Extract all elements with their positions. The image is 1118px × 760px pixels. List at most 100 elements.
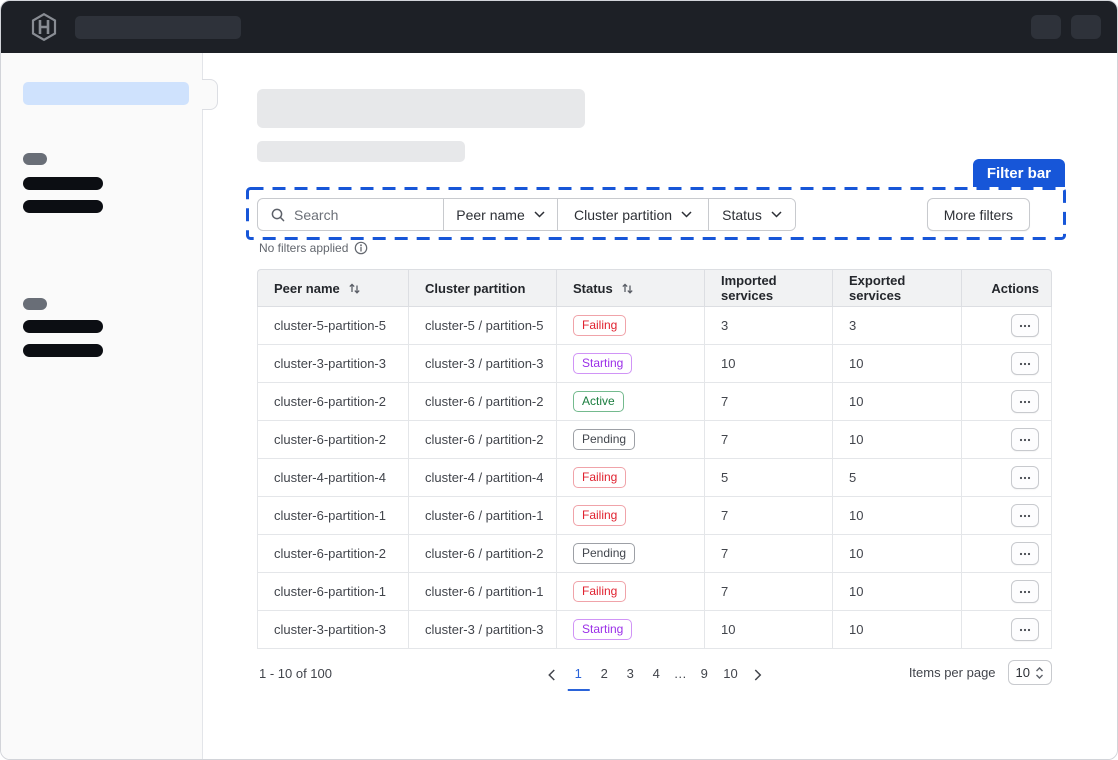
ellipsis-icon <box>1019 438 1031 441</box>
cluster-partition-cell: cluster-6 / partition-1 <box>408 497 556 535</box>
no-filters-text: No filters applied <box>259 241 349 255</box>
column-header-status[interactable]: Status <box>556 269 704 307</box>
exported-services-cell: 10 <box>832 611 961 649</box>
previous-page-button[interactable] <box>539 663 563 687</box>
row-actions-button[interactable] <box>1011 542 1039 565</box>
column-label: Actions <box>991 280 1039 296</box>
table-header-row: Peer name Cluster partition Status Imported… <box>257 269 1052 307</box>
peer-name-cell: cluster-6-partition-1 <box>257 573 408 611</box>
column-header-imported-services: Imported services <box>704 269 832 307</box>
filter-dropdown-cluster-partition[interactable]: Cluster partition <box>557 199 708 230</box>
column-label: Cluster partition <box>425 280 526 296</box>
peer-name-cell: cluster-6-partition-1 <box>257 497 408 535</box>
exported-services-cell: 10 <box>832 421 961 459</box>
sidebar-section-label-skeleton-2 <box>23 298 47 310</box>
row-actions-button[interactable] <box>1011 428 1039 451</box>
cluster-partition-cell: cluster-5 / partition-5 <box>408 307 556 345</box>
actions-cell <box>961 497 1052 535</box>
row-actions-button[interactable] <box>1011 504 1039 527</box>
hashicorp-logo-icon[interactable] <box>29 12 59 42</box>
actions-cell <box>961 535 1052 573</box>
sidebar-toggle-notch[interactable] <box>202 79 218 110</box>
peers-table: Peer name Cluster partition Status Imported… <box>257 269 1052 649</box>
sort-icon <box>622 282 633 294</box>
dropdown-label: Cluster partition <box>573 206 673 223</box>
imported-services-cell: 7 <box>704 535 832 573</box>
imported-services-cell: 3 <box>704 307 832 345</box>
row-actions-button[interactable] <box>1011 618 1039 641</box>
filter-dropdown-peer-name[interactable]: Peer name <box>443 199 557 230</box>
status-cell: Starting <box>556 345 704 383</box>
actions-cell <box>961 611 1052 649</box>
topbar-action-placeholder-1 <box>1031 15 1061 39</box>
items-per-page-value: 10 <box>1015 665 1030 680</box>
cluster-partition-cell: cluster-3 / partition-3 <box>408 345 556 383</box>
imported-services-cell: 10 <box>704 611 832 649</box>
page-button-9[interactable]: 9 <box>693 659 715 691</box>
ellipsis-icon <box>1019 400 1031 403</box>
filter-status-line: No filters applied <box>259 241 368 255</box>
next-page-button[interactable] <box>746 663 770 687</box>
row-actions-button[interactable] <box>1011 390 1039 413</box>
ellipsis-icon <box>1019 362 1031 365</box>
table-row: cluster-3-partition-3 cluster-3 / partiti… <box>257 345 1052 383</box>
page-button-10[interactable]: 10 <box>719 659 741 691</box>
cluster-partition-cell: cluster-6 / partition-2 <box>408 383 556 421</box>
row-actions-button[interactable] <box>1011 580 1039 603</box>
cluster-partition-cell: cluster-4 / partition-4 <box>408 459 556 497</box>
status-cell: Pending <box>556 535 704 573</box>
more-filters-button[interactable]: More filters <box>926 198 1030 231</box>
sidebar-item-skeleton-2 <box>23 200 103 213</box>
exported-services-cell: 10 <box>832 535 961 573</box>
page-button-4[interactable]: 4 <box>645 659 667 691</box>
peer-name-cell: cluster-5-partition-5 <box>257 307 408 345</box>
row-actions-button[interactable] <box>1011 466 1039 489</box>
filter-dropdown-status[interactable]: Status <box>708 199 795 230</box>
filter-controls: Peer name Cluster partition Status <box>257 198 796 231</box>
peer-name-cell: cluster-6-partition-2 <box>257 421 408 459</box>
imported-services-cell: 10 <box>704 345 832 383</box>
page-button-2[interactable]: 2 <box>593 659 615 691</box>
items-per-page: Items per page 10 <box>909 660 1052 685</box>
row-actions-button[interactable] <box>1011 314 1039 337</box>
page-subtitle-skeleton <box>257 141 465 162</box>
page-title-skeleton <box>257 89 585 128</box>
status-badge: Starting <box>573 619 633 640</box>
row-actions-button[interactable] <box>1011 352 1039 375</box>
peer-name-cell: cluster-3-partition-3 <box>257 345 408 383</box>
search-icon <box>271 208 285 221</box>
sidebar-item-skeleton-3 <box>23 320 103 333</box>
actions-cell <box>961 459 1052 497</box>
chevron-down-icon <box>681 211 692 218</box>
table-row: cluster-6-partition-2 cluster-6 / partiti… <box>257 421 1052 459</box>
column-label: Exported services <box>849 273 906 303</box>
column-header-peer-name[interactable]: Peer name <box>257 269 408 307</box>
items-per-page-label: Items per page <box>908 665 996 680</box>
cluster-partition-cell: cluster-3 / partition-3 <box>408 611 556 649</box>
table-row: cluster-3-partition-3 cluster-3 / partiti… <box>257 611 1052 649</box>
page-button-3[interactable]: 3 <box>619 659 641 691</box>
pages-ellipsis: … <box>673 665 687 681</box>
items-per-page-select[interactable]: 10 <box>1007 660 1052 685</box>
search-box <box>258 199 443 230</box>
filter-bar-annotation-tag: Filter bar <box>972 159 1065 187</box>
cluster-partition-cell: cluster-6 / partition-2 <box>408 421 556 459</box>
search-input[interactable] <box>258 199 443 230</box>
status-badge: Pending <box>573 543 636 564</box>
dropdown-label: Status <box>722 206 762 223</box>
ellipsis-icon <box>1019 552 1031 555</box>
info-icon[interactable] <box>354 241 368 255</box>
chevrons-up-down-icon <box>1036 666 1043 679</box>
column-header-cluster-partition: Cluster partition <box>408 269 556 307</box>
chevron-down-icon <box>771 211 782 218</box>
exported-services-cell: 10 <box>832 383 961 421</box>
page-button-1[interactable]: 1 <box>567 659 590 691</box>
actions-cell <box>961 345 1052 383</box>
table-row: cluster-6-partition-1 cluster-6 / partiti… <box>257 573 1052 611</box>
status-cell: Failing <box>556 459 704 497</box>
actions-cell <box>961 307 1052 345</box>
actions-cell <box>961 573 1052 611</box>
imported-services-cell: 7 <box>704 497 832 535</box>
exported-services-cell: 10 <box>832 497 961 535</box>
status-cell: Failing <box>556 573 704 611</box>
